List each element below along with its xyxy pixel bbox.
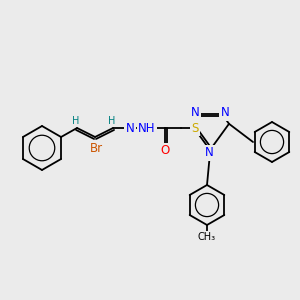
Text: N: N — [205, 146, 213, 160]
Text: H: H — [72, 116, 80, 126]
Text: NH: NH — [138, 122, 156, 134]
Text: S: S — [191, 122, 199, 134]
Text: N: N — [126, 122, 134, 134]
Text: N: N — [220, 106, 229, 119]
Text: CH₃: CH₃ — [198, 232, 216, 242]
Text: Br: Br — [89, 142, 103, 154]
Text: O: O — [160, 145, 170, 158]
Text: H: H — [108, 116, 116, 126]
Text: N: N — [191, 106, 200, 119]
